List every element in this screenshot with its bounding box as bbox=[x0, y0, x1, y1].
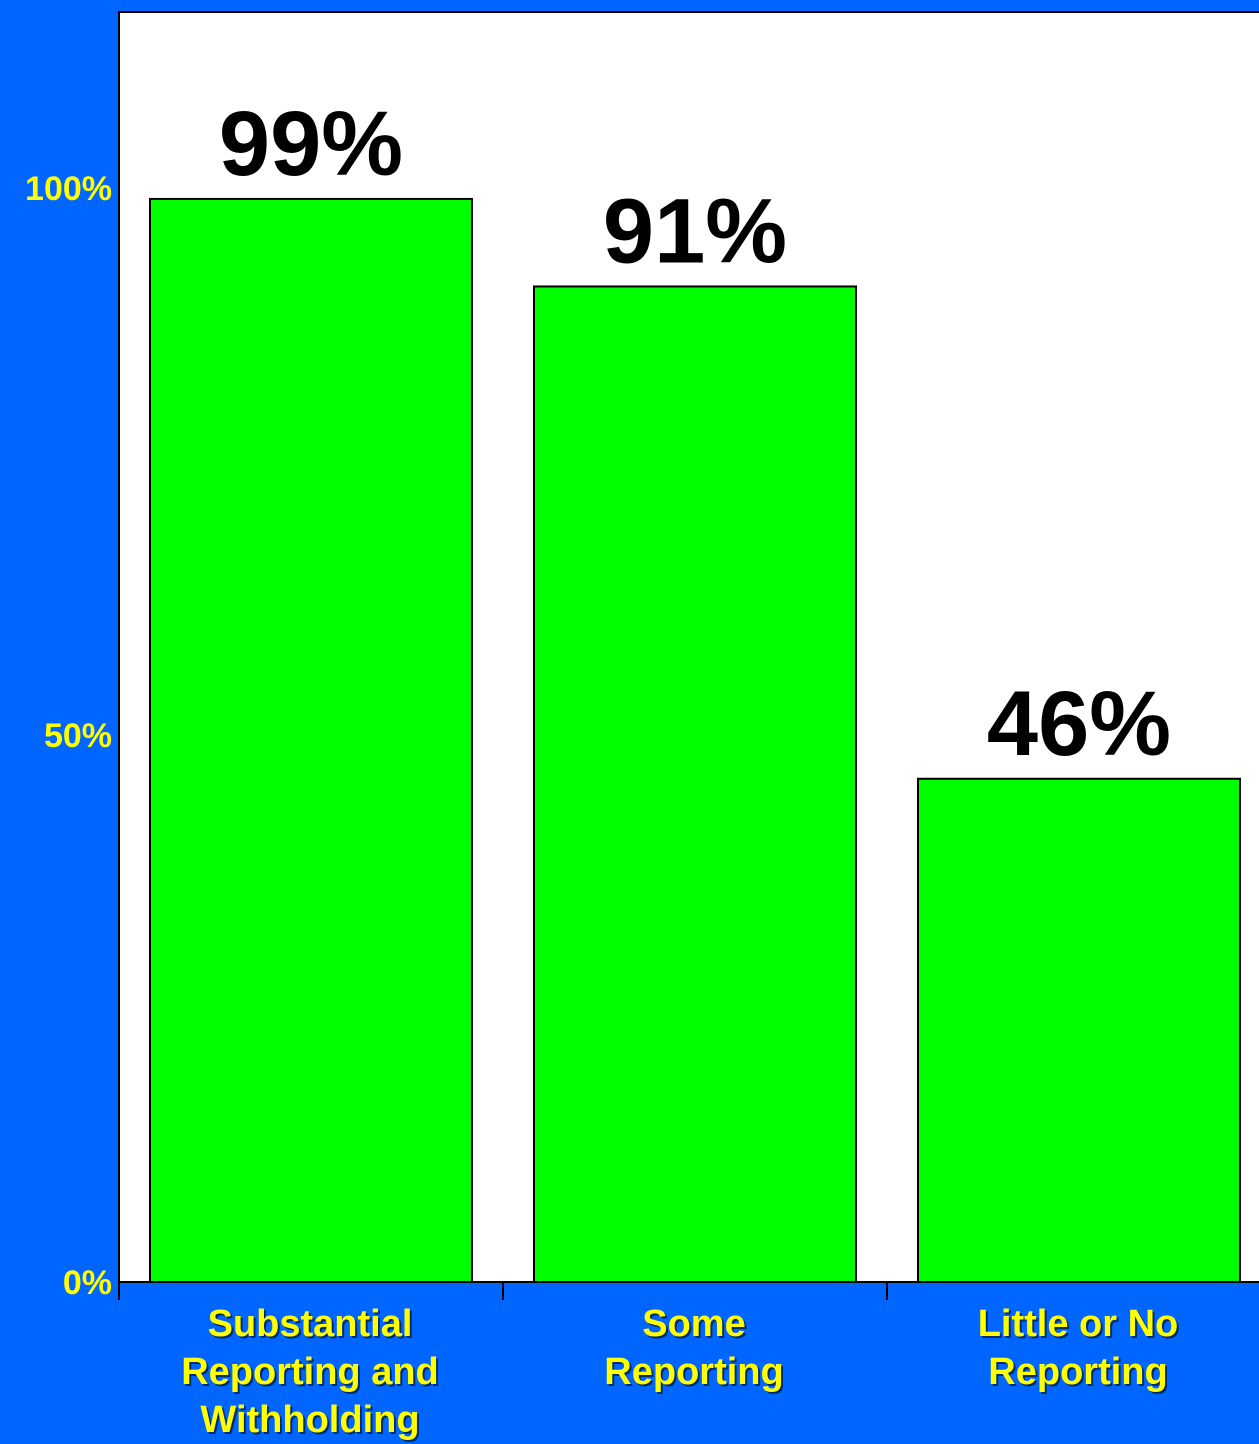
labels-layer: 99%91%46%0%50%100%SubstantialSubstantial… bbox=[25, 93, 1180, 1443]
category-label: Withholding bbox=[200, 1399, 419, 1441]
bar bbox=[533, 285, 857, 1283]
bar-value-label: 91% bbox=[603, 180, 787, 282]
category-label: Reporting bbox=[604, 1351, 783, 1393]
y-tick-label: 100% bbox=[25, 170, 112, 208]
category-label: Reporting and bbox=[181, 1351, 439, 1393]
category-label: Little or No bbox=[978, 1303, 1179, 1345]
y-tick-label: 50% bbox=[44, 717, 112, 755]
bar bbox=[149, 197, 473, 1284]
bars-layer bbox=[149, 197, 1241, 1284]
category-label-shadow: Withholding bbox=[202, 1401, 421, 1443]
bar bbox=[917, 777, 1241, 1283]
category-label-shadow: Substantial bbox=[210, 1305, 415, 1347]
bar-value-label: 99% bbox=[219, 93, 403, 195]
category-label-shadow: Reporting and bbox=[183, 1353, 441, 1395]
category-label-shadow: Some bbox=[644, 1305, 747, 1347]
axes-layer bbox=[118, 1281, 1259, 1300]
category-label: Reporting bbox=[988, 1351, 1167, 1393]
category-label: Some bbox=[642, 1303, 745, 1345]
bar-value-label: 46% bbox=[987, 673, 1171, 775]
category-label-shadow: Little or No bbox=[980, 1305, 1181, 1347]
category-label-shadow: Reporting bbox=[606, 1353, 785, 1395]
category-label-shadow: Reporting bbox=[990, 1353, 1169, 1395]
category-label: Substantial bbox=[208, 1303, 413, 1345]
y-tick-label: 0% bbox=[63, 1264, 112, 1302]
